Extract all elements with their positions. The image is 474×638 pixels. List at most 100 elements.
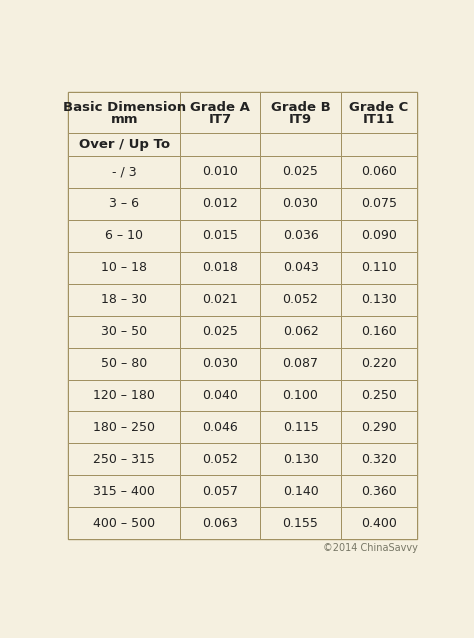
Text: 0.130: 0.130: [361, 293, 397, 306]
Bar: [341, 507, 418, 539]
Text: 0.062: 0.062: [283, 325, 319, 338]
Bar: [180, 348, 260, 380]
Text: 0.100: 0.100: [283, 389, 319, 402]
Text: 0.063: 0.063: [202, 517, 238, 530]
Text: Grade A: Grade A: [190, 101, 250, 114]
Bar: [180, 251, 260, 284]
Bar: [260, 507, 341, 539]
Text: 18 – 30: 18 – 30: [101, 293, 147, 306]
Text: 0.052: 0.052: [283, 293, 319, 306]
Bar: [180, 475, 260, 507]
Text: 0.057: 0.057: [202, 485, 238, 498]
Text: Over / Up To: Over / Up To: [79, 138, 170, 151]
Bar: [260, 412, 341, 443]
Bar: [180, 219, 260, 251]
Text: 0.040: 0.040: [202, 389, 238, 402]
Text: 0.110: 0.110: [361, 261, 397, 274]
Text: 0.012: 0.012: [202, 197, 238, 210]
Bar: [68, 156, 180, 188]
Text: - / 3: - / 3: [112, 165, 137, 178]
Text: 0.043: 0.043: [283, 261, 319, 274]
Bar: [260, 316, 341, 348]
Bar: [260, 156, 341, 188]
Bar: [341, 443, 418, 475]
Bar: [180, 412, 260, 443]
Text: 400 – 500: 400 – 500: [93, 517, 155, 530]
Bar: [260, 380, 341, 412]
Bar: [341, 133, 418, 156]
Bar: [260, 188, 341, 219]
Bar: [68, 93, 180, 133]
Bar: [68, 507, 180, 539]
Text: 0.010: 0.010: [202, 165, 238, 178]
Text: 0.140: 0.140: [283, 485, 319, 498]
Bar: [341, 316, 418, 348]
Text: 0.030: 0.030: [283, 197, 319, 210]
Bar: [68, 251, 180, 284]
Text: 0.220: 0.220: [361, 357, 397, 370]
Text: 0.075: 0.075: [361, 197, 397, 210]
Text: 0.018: 0.018: [202, 261, 238, 274]
Text: 250 – 315: 250 – 315: [93, 453, 155, 466]
Bar: [260, 133, 341, 156]
Bar: [68, 475, 180, 507]
Bar: [68, 188, 180, 219]
Bar: [180, 380, 260, 412]
Bar: [341, 219, 418, 251]
Bar: [260, 443, 341, 475]
Bar: [341, 284, 418, 316]
Text: 0.320: 0.320: [361, 453, 397, 466]
Bar: [180, 156, 260, 188]
Text: 0.400: 0.400: [361, 517, 397, 530]
Text: Grade B: Grade B: [271, 101, 330, 114]
Text: IT7: IT7: [209, 113, 232, 126]
Bar: [341, 380, 418, 412]
Bar: [68, 133, 180, 156]
Bar: [180, 443, 260, 475]
Bar: [68, 219, 180, 251]
Text: 10 – 18: 10 – 18: [101, 261, 147, 274]
Text: 0.155: 0.155: [283, 517, 319, 530]
Bar: [68, 348, 180, 380]
Text: 0.021: 0.021: [202, 293, 238, 306]
Bar: [341, 188, 418, 219]
Text: Basic Dimension: Basic Dimension: [63, 101, 186, 114]
Text: mm: mm: [110, 113, 138, 126]
Text: 0.015: 0.015: [202, 229, 238, 242]
Bar: [68, 412, 180, 443]
Bar: [260, 219, 341, 251]
Bar: [180, 188, 260, 219]
Bar: [180, 284, 260, 316]
Bar: [68, 316, 180, 348]
Bar: [341, 156, 418, 188]
Bar: [180, 93, 260, 133]
Text: 0.115: 0.115: [283, 421, 319, 434]
Text: 50 – 80: 50 – 80: [101, 357, 147, 370]
Text: 120 – 180: 120 – 180: [93, 389, 155, 402]
Text: Grade C: Grade C: [349, 101, 409, 114]
Bar: [341, 93, 418, 133]
Text: 0.025: 0.025: [283, 165, 319, 178]
Bar: [180, 507, 260, 539]
Bar: [180, 133, 260, 156]
Text: 0.046: 0.046: [202, 421, 238, 434]
Bar: [341, 475, 418, 507]
Text: 0.250: 0.250: [361, 389, 397, 402]
Bar: [341, 412, 418, 443]
Text: 0.030: 0.030: [202, 357, 238, 370]
Bar: [260, 93, 341, 133]
Text: 0.060: 0.060: [361, 165, 397, 178]
Bar: [260, 251, 341, 284]
Text: 3 – 6: 3 – 6: [109, 197, 139, 210]
Bar: [68, 284, 180, 316]
Text: 315 – 400: 315 – 400: [93, 485, 155, 498]
Text: 0.036: 0.036: [283, 229, 319, 242]
Bar: [341, 251, 418, 284]
Bar: [68, 443, 180, 475]
Text: 0.290: 0.290: [361, 421, 397, 434]
Bar: [260, 284, 341, 316]
Text: 0.130: 0.130: [283, 453, 319, 466]
Text: 6 – 10: 6 – 10: [105, 229, 143, 242]
Text: 0.090: 0.090: [361, 229, 397, 242]
Bar: [68, 380, 180, 412]
